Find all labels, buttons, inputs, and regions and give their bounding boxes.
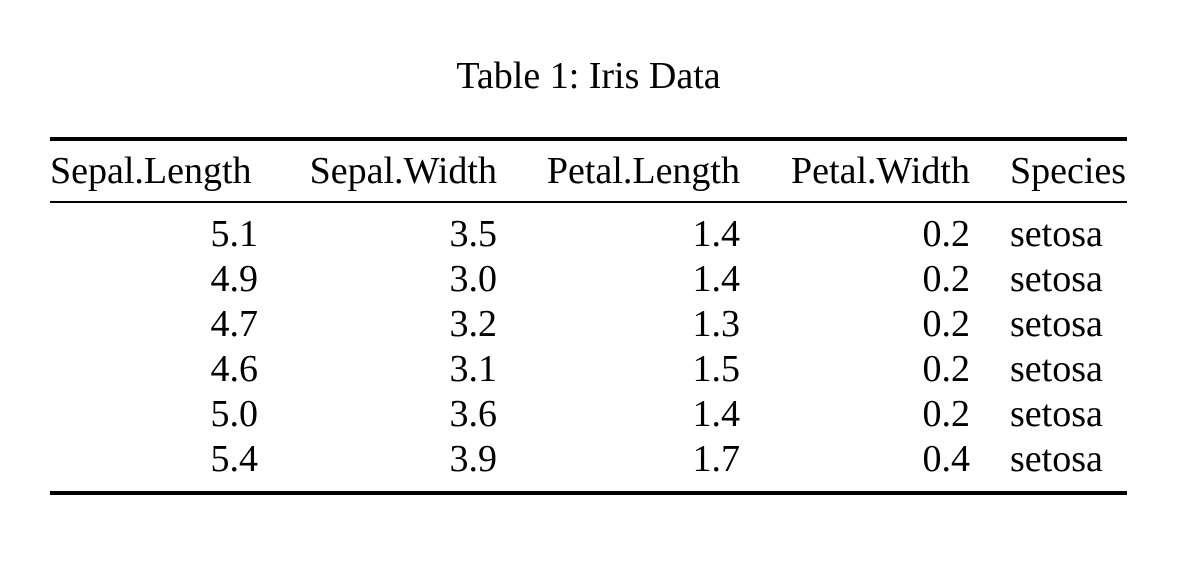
cell-sepal-width: 3.5 <box>449 213 498 255</box>
cell-petal-width: 0.2 <box>922 303 971 345</box>
cell-petal-width: 0.2 <box>922 393 971 435</box>
cell-species: setosa <box>1010 213 1103 255</box>
cell-petal-length: 1.4 <box>692 258 741 300</box>
column-header-petal-width: Petal.Width <box>791 150 970 192</box>
cell-sepal-length: 4.7 <box>210 303 259 345</box>
cell-sepal-length: 5.0 <box>210 393 259 435</box>
table-row: 4.7 3.2 1.3 0.2 setosa <box>50 302 1127 347</box>
column-header-sepal-length: Sepal.Length <box>50 150 252 192</box>
cell-sepal-length: 5.1 <box>210 213 259 255</box>
cell-petal-width: 0.4 <box>922 438 971 480</box>
column-header-species: Species <box>1010 150 1127 192</box>
cell-petal-width: 0.2 <box>922 258 971 300</box>
cell-petal-length: 1.3 <box>692 303 741 345</box>
cell-species: setosa <box>1010 393 1103 435</box>
column-header-sepal-width: Sepal.Width <box>309 150 497 192</box>
table-body: 5.1 3.5 1.4 0.2 setosa 4.9 3.0 1.4 0.2 setosa 4.7 3… <box>50 202 1127 493</box>
column-header-petal-length: Petal.Length <box>546 150 740 192</box>
cell-sepal-width: 3.9 <box>449 438 498 480</box>
table-row: 4.9 3.0 1.4 0.2 setosa <box>50 257 1127 302</box>
cell-species: setosa <box>1010 438 1103 480</box>
cell-petal-length: 1.5 <box>692 348 741 390</box>
table-row: 5.0 3.6 1.4 0.2 setosa <box>50 392 1127 437</box>
cell-sepal-length: 4.6 <box>210 348 259 390</box>
header-row: Sepal.Length Sepal.Width Petal.Length Pe… <box>50 139 1127 202</box>
cell-sepal-width: 3.0 <box>449 258 498 300</box>
cell-sepal-length: 5.4 <box>210 438 259 480</box>
cell-petal-length: 1.4 <box>692 393 741 435</box>
cell-petal-length: 1.4 <box>692 213 741 255</box>
table-caption: Table 1: Iris Data <box>456 55 721 97</box>
cell-species: setosa <box>1010 303 1103 345</box>
cell-sepal-width: 3.6 <box>449 393 498 435</box>
cell-petal-width: 0.2 <box>922 348 971 390</box>
cell-sepal-width: 3.1 <box>449 348 498 390</box>
table-row: 5.1 3.5 1.4 0.2 setosa <box>50 202 1127 257</box>
cell-sepal-width: 3.2 <box>449 303 498 345</box>
iris-data-table: Sepal.Length Sepal.Width Petal.Length Pe… <box>50 137 1127 495</box>
cell-petal-length: 1.7 <box>692 438 741 480</box>
table-row: 5.4 3.9 1.7 0.4 setosa <box>50 437 1127 493</box>
cell-petal-width: 0.2 <box>922 213 971 255</box>
cell-sepal-length: 4.9 <box>210 258 259 300</box>
cell-species: setosa <box>1010 258 1103 300</box>
cell-species: setosa <box>1010 348 1103 390</box>
table-row: 4.6 3.1 1.5 0.2 setosa <box>50 347 1127 392</box>
